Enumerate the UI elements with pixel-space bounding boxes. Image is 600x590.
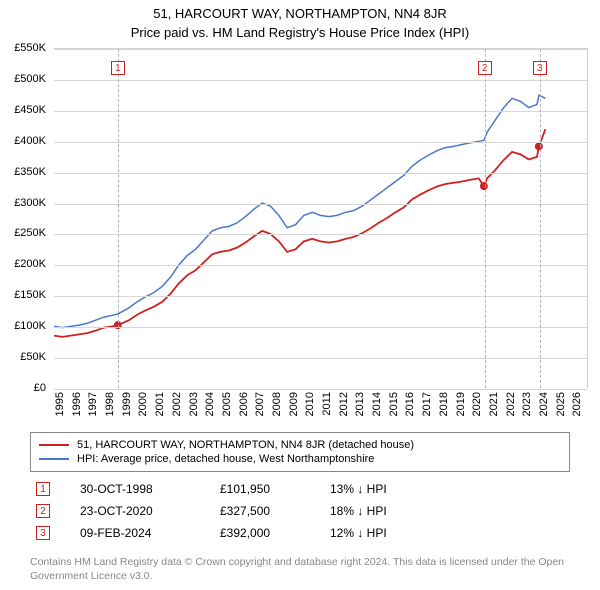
gridline-horizontal bbox=[54, 358, 587, 359]
gridline-horizontal bbox=[54, 80, 587, 81]
gridline-horizontal bbox=[54, 296, 587, 297]
x-tick-label: 1998 bbox=[104, 392, 116, 416]
sale-delta: 13% ↓ HPI bbox=[330, 482, 470, 496]
x-tick-label: 2020 bbox=[471, 392, 483, 416]
x-tick-label: 2013 bbox=[354, 392, 366, 416]
x-tick-label: 1997 bbox=[87, 392, 99, 416]
x-tick-label: 2016 bbox=[404, 392, 416, 416]
legend-row: HPI: Average price, detached house, West… bbox=[39, 452, 561, 466]
gridline-horizontal bbox=[54, 173, 587, 174]
x-tick-label: 2007 bbox=[254, 392, 266, 416]
sale-date: 09-FEB-2024 bbox=[80, 526, 220, 540]
sale-price: £327,500 bbox=[220, 504, 330, 518]
x-tick-label: 2021 bbox=[488, 392, 500, 416]
x-tick-label: 1995 bbox=[54, 392, 66, 416]
y-tick-label: £550K bbox=[14, 42, 46, 54]
series-line-hpi bbox=[54, 95, 545, 327]
chart-svg bbox=[54, 49, 587, 388]
chart-subtitle: Price paid vs. HM Land Registry's House … bbox=[0, 23, 600, 40]
sale-vline bbox=[485, 49, 486, 388]
x-tick-label: 2026 bbox=[571, 392, 583, 416]
x-tick-label: 2014 bbox=[371, 392, 383, 416]
sale-marker-3: 3 bbox=[533, 61, 547, 75]
x-tick-label: 2006 bbox=[238, 392, 250, 416]
legend-row: 51, HARCOURT WAY, NORTHAMPTON, NN4 8JR (… bbox=[39, 438, 561, 452]
sale-row-marker: 3 bbox=[36, 526, 50, 540]
attribution-text: Contains HM Land Registry data © Crown c… bbox=[30, 556, 570, 583]
chart-container: 51, HARCOURT WAY, NORTHAMPTON, NN4 8JR P… bbox=[0, 0, 600, 590]
legend: 51, HARCOURT WAY, NORTHAMPTON, NN4 8JR (… bbox=[30, 432, 570, 472]
x-tick-label: 2009 bbox=[288, 392, 300, 416]
y-tick-label: £200K bbox=[14, 258, 46, 270]
x-tick-label: 2025 bbox=[555, 392, 567, 416]
sale-price: £392,000 bbox=[220, 526, 330, 540]
y-tick-label: £0 bbox=[34, 382, 46, 394]
x-tick-label: 2003 bbox=[188, 392, 200, 416]
x-tick-label: 1996 bbox=[71, 392, 83, 416]
y-tick-label: £400K bbox=[14, 135, 46, 147]
x-tick-label: 2015 bbox=[388, 392, 400, 416]
y-tick-label: £500K bbox=[14, 73, 46, 85]
gridline-horizontal bbox=[54, 49, 587, 50]
x-tick-label: 2005 bbox=[221, 392, 233, 416]
x-tick-label: 2001 bbox=[154, 392, 166, 416]
x-axis: 1995 1996 1997 1998 1999 2000 2001 2002 2003 2004… bbox=[54, 388, 588, 428]
sales-table: 1 30-OCT-1998£101,95013% ↓ HPI 2 23-OCT-202… bbox=[30, 478, 570, 544]
y-tick-label: £250K bbox=[14, 227, 46, 239]
chart-title: 51, HARCOURT WAY, NORTHAMPTON, NN4 8JR bbox=[0, 0, 600, 23]
gridline-horizontal bbox=[54, 234, 587, 235]
y-tick-label: £450K bbox=[14, 104, 46, 116]
sale-marker-2: 2 bbox=[478, 61, 492, 75]
sale-date: 30-OCT-1998 bbox=[80, 482, 220, 496]
legend-label: HPI: Average price, detached house, West… bbox=[77, 453, 374, 465]
y-tick-label: £150K bbox=[14, 289, 46, 301]
gridline-horizontal bbox=[54, 204, 587, 205]
sale-row-marker: 2 bbox=[36, 504, 50, 518]
x-tick-label: 2022 bbox=[505, 392, 517, 416]
x-tick-label: 2000 bbox=[137, 392, 149, 416]
y-tick-label: £300K bbox=[14, 197, 46, 209]
y-axis: £0£50K£100K£150K£200K£250K£300K£350K£400… bbox=[0, 48, 50, 388]
sale-row: 3 09-FEB-2024£392,00012% ↓ HPI bbox=[30, 522, 570, 544]
legend-swatch bbox=[39, 444, 69, 446]
x-tick-label: 2023 bbox=[521, 392, 533, 416]
sale-delta: 18% ↓ HPI bbox=[330, 504, 470, 518]
x-tick-label: 2011 bbox=[321, 392, 333, 416]
gridline-horizontal bbox=[54, 111, 587, 112]
x-tick-label: 2018 bbox=[438, 392, 450, 416]
y-tick-label: £350K bbox=[14, 166, 46, 178]
x-tick-label: 2008 bbox=[271, 392, 283, 416]
sale-delta: 12% ↓ HPI bbox=[330, 526, 470, 540]
y-tick-label: £50K bbox=[20, 351, 46, 363]
series-line-property bbox=[54, 129, 545, 337]
sale-row: 1 30-OCT-1998£101,95013% ↓ HPI bbox=[30, 478, 570, 500]
x-tick-label: 2017 bbox=[421, 392, 433, 416]
plot-area: 1 2 3 bbox=[54, 48, 588, 388]
sale-row-marker: 1 bbox=[36, 482, 50, 496]
sale-vline bbox=[118, 49, 119, 388]
sale-price: £101,950 bbox=[220, 482, 330, 496]
sale-date: 23-OCT-2020 bbox=[80, 504, 220, 518]
x-tick-label: 2012 bbox=[338, 392, 350, 416]
gridline-horizontal bbox=[54, 265, 587, 266]
legend-label: 51, HARCOURT WAY, NORTHAMPTON, NN4 8JR (… bbox=[77, 439, 414, 451]
x-tick-label: 2024 bbox=[538, 392, 550, 416]
y-tick-label: £100K bbox=[14, 320, 46, 332]
x-tick-label: 2002 bbox=[171, 392, 183, 416]
gridline-horizontal bbox=[54, 142, 587, 143]
x-tick-label: 2010 bbox=[304, 392, 316, 416]
sale-marker-1: 1 bbox=[111, 61, 125, 75]
legend-swatch bbox=[39, 458, 69, 460]
x-tick-label: 2004 bbox=[204, 392, 216, 416]
x-tick-label: 1999 bbox=[121, 392, 133, 416]
sale-row: 2 23-OCT-2020£327,50018% ↓ HPI bbox=[30, 500, 570, 522]
x-tick-label: 2019 bbox=[455, 392, 467, 416]
sale-vline bbox=[540, 49, 541, 388]
gridline-horizontal bbox=[54, 327, 587, 328]
